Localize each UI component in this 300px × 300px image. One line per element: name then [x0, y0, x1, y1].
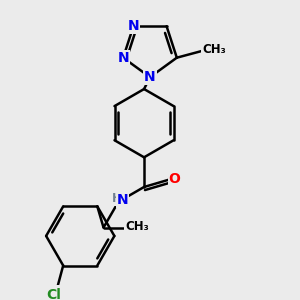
- Text: N: N: [128, 19, 139, 33]
- Text: N: N: [117, 51, 129, 65]
- Text: N: N: [144, 70, 156, 84]
- Text: H: H: [112, 192, 122, 205]
- Text: CH₃: CH₃: [125, 220, 148, 233]
- Text: O: O: [169, 172, 181, 186]
- Text: N: N: [117, 193, 128, 207]
- Text: Cl: Cl: [46, 288, 61, 300]
- Text: CH₃: CH₃: [202, 43, 226, 56]
